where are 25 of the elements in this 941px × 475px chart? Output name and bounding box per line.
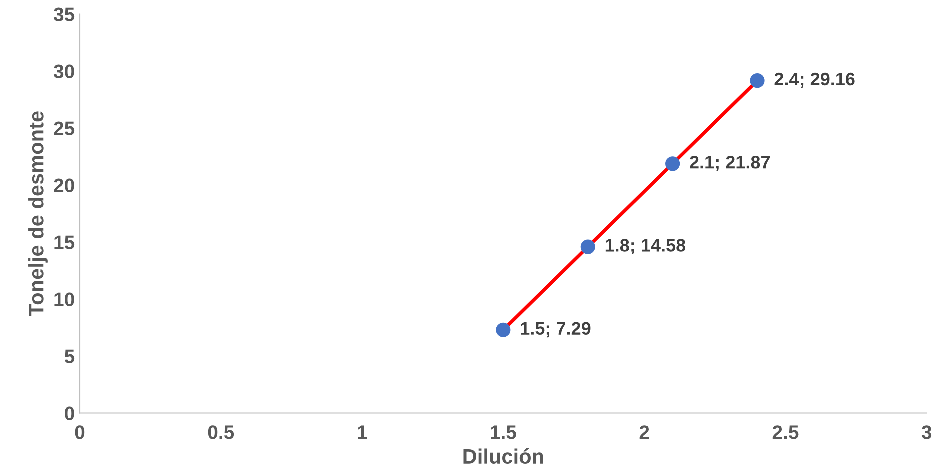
point [580,240,596,254]
data-label: 1.8; 14.58 [606,239,686,255]
x-tick-label: 1.5 [491,426,516,440]
data-label: 2.1; 21.87 [690,156,770,172]
y-tick-label: 5 [64,350,75,364]
y-tick-label: 10 [54,292,74,306]
x-axis-title: Dilución [464,448,544,464]
y-tick-label: 0 [65,406,74,420]
data-label: 1.5; 7.29 [521,322,591,338]
x-tick-label: 0.5 [208,426,234,440]
point [750,74,765,88]
data-label: 2.4; 29.16 [774,72,855,88]
y-tick-label: 20 [54,178,74,192]
y-tick-label: 25 [54,122,75,136]
x-tick-label: 2.5 [772,426,799,440]
x-tick-label: 0 [75,426,85,440]
y-tick-label: 30 [54,64,74,79]
x-tick-label: 3 [922,426,932,440]
point [666,156,680,172]
x-tick-label: 1 [358,426,368,440]
y-tick-label: 35 [54,8,75,22]
point [496,322,511,338]
x-tick-label: 2 [640,426,650,440]
y-axis-title: Tonelje de desmonte [28,112,48,316]
y-tick-label: 15 [54,236,75,250]
